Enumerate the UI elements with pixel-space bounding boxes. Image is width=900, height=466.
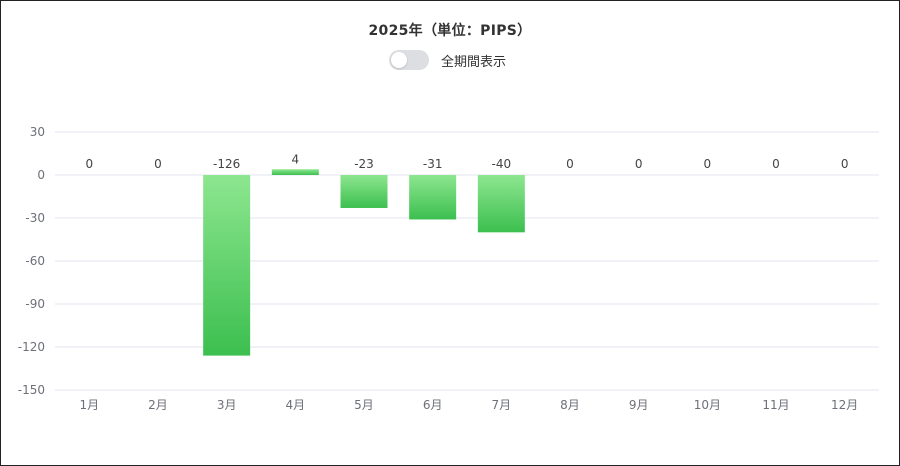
y-tick-label: 30 bbox=[30, 125, 45, 139]
x-tick-label: 3月 bbox=[217, 398, 237, 412]
data-label: 0 bbox=[154, 157, 162, 171]
y-tick-label: -90 bbox=[25, 297, 45, 311]
y-tick-label: -60 bbox=[25, 254, 45, 268]
y-axis-tick-labels: 30 0 -30 -60 -90 -120 -150 bbox=[18, 125, 45, 397]
data-label: -40 bbox=[492, 157, 512, 171]
data-label: 0 bbox=[566, 157, 574, 171]
full-period-toggle-row: 全期間表示 bbox=[389, 49, 506, 71]
data-label: 0 bbox=[841, 157, 849, 171]
data-label: 0 bbox=[86, 157, 94, 171]
x-tick-label: 6月 bbox=[423, 398, 443, 412]
data-label: 0 bbox=[772, 157, 780, 171]
x-tick-label: 8月 bbox=[560, 398, 580, 412]
data-label: -23 bbox=[354, 157, 374, 171]
bar-7月[interactable] bbox=[477, 175, 525, 233]
y-tick-label: -30 bbox=[25, 211, 45, 225]
grid-lines bbox=[55, 131, 879, 391]
bars bbox=[203, 169, 525, 356]
bar-5月[interactable] bbox=[340, 175, 388, 208]
data-label: 4 bbox=[292, 152, 300, 166]
chart-title: 2025年（単位：PIPS） bbox=[368, 23, 532, 39]
bar-6月[interactable] bbox=[409, 175, 457, 220]
bar-4月[interactable] bbox=[271, 169, 319, 175]
x-tick-label: 5月 bbox=[354, 398, 374, 412]
data-label: 0 bbox=[704, 157, 712, 171]
x-tick-label: 4月 bbox=[286, 398, 306, 412]
data-label: -126 bbox=[213, 157, 240, 171]
x-tick-label: 12月 bbox=[831, 398, 858, 412]
x-tick-label: 1月 bbox=[80, 398, 100, 412]
full-period-toggle-label: 全期間表示 bbox=[441, 54, 507, 70]
data-labels: 0 0 -126 4 -23 -31 -40 0 0 0 0 0 bbox=[86, 152, 849, 171]
toggle-knob bbox=[391, 52, 407, 68]
x-axis-tick-labels: 1月 2月 3月 4月 5月 6月 7月 8月 9月 10月 11月 12月 bbox=[80, 398, 859, 412]
bar-3月[interactable] bbox=[203, 175, 251, 356]
data-label: 0 bbox=[635, 157, 643, 171]
x-tick-label: 11月 bbox=[762, 398, 789, 412]
x-tick-label: 9月 bbox=[629, 398, 649, 412]
x-tick-label: 2月 bbox=[148, 398, 168, 412]
y-tick-label: 0 bbox=[37, 168, 45, 182]
y-tick-label: -150 bbox=[18, 383, 45, 397]
x-tick-label: 7月 bbox=[492, 398, 512, 412]
y-tick-label: -120 bbox=[18, 340, 45, 354]
full-period-toggle[interactable] bbox=[389, 50, 429, 70]
data-label: -31 bbox=[423, 157, 443, 171]
x-tick-label: 10月 bbox=[694, 398, 721, 412]
